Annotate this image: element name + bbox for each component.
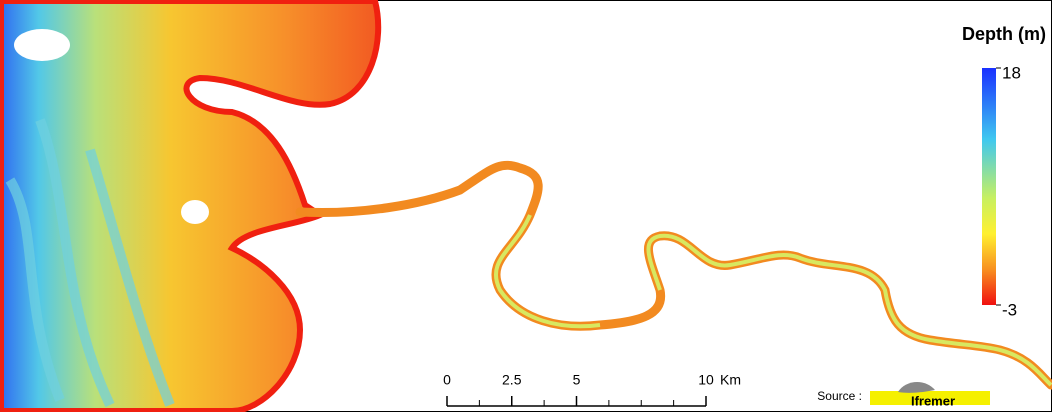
channel — [5, 118, 175, 408]
logo-text: Ifremer — [911, 393, 955, 408]
logo-band — [870, 391, 990, 405]
scale-bar: 0 2.5 5 10 Km — [443, 372, 741, 407]
scale-label: 5 — [573, 372, 581, 388]
source-label: Source : — [817, 389, 862, 403]
legend-title: Depth (m) — [962, 24, 1046, 44]
island — [14, 29, 70, 61]
legend-tick-label: -3 — [1002, 300, 1017, 319]
legend-tick-label: 18 — [1002, 63, 1021, 82]
scale-label: 0 — [443, 372, 451, 388]
legend-ticks: 18 -3 — [996, 63, 1021, 319]
scale-label: 2.5 — [502, 372, 522, 388]
river-channel — [493, 214, 1052, 387]
logo-icon — [898, 381, 935, 393]
scale-unit: Km — [720, 372, 741, 388]
color-bar — [982, 68, 996, 305]
scale-label: 10 — [698, 372, 714, 388]
island — [181, 200, 209, 224]
